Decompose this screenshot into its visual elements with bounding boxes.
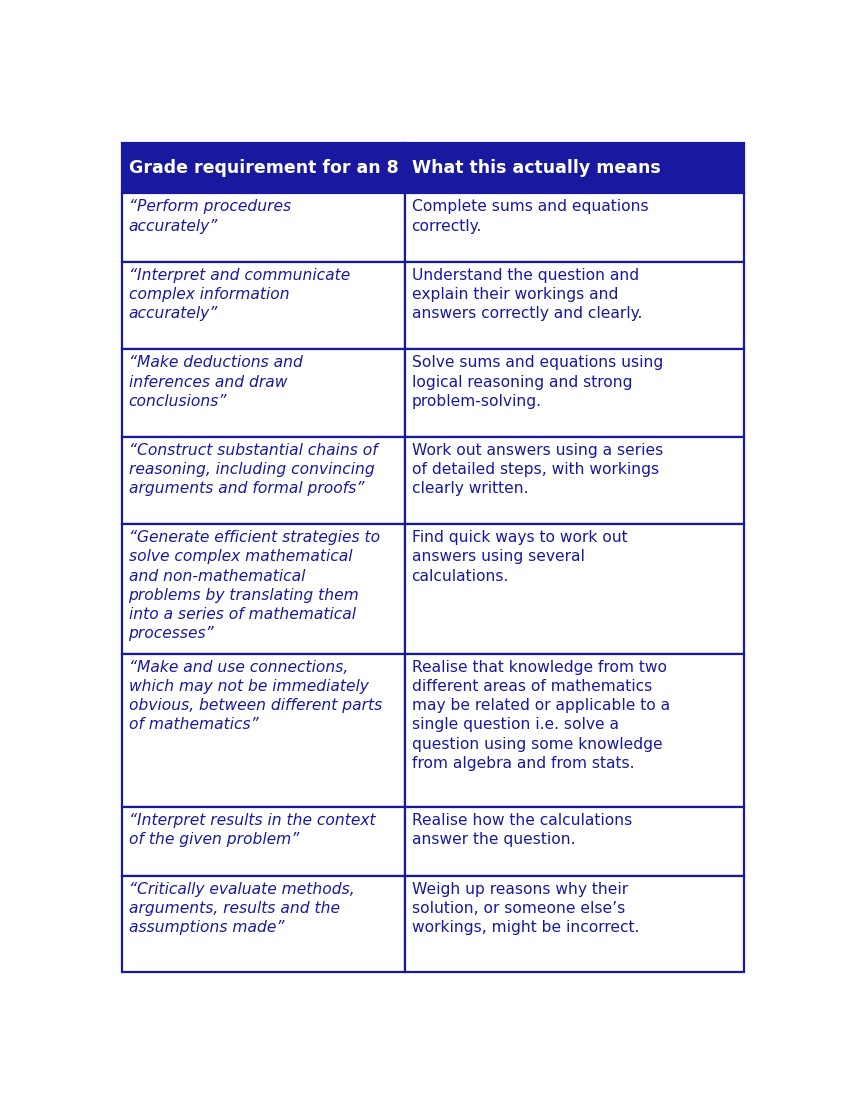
Bar (122, 193, 404, 262)
Bar (404, 437, 744, 524)
Text: “Critically evaluate methods,
arguments, results and the
assumptions made”: “Critically evaluate methods, arguments,… (128, 881, 354, 935)
Text: “Interpret results in the context
of the given problem”: “Interpret results in the context of the… (128, 813, 375, 847)
Text: What this actually means: What this actually means (411, 159, 659, 177)
Text: Realise how the calculations
answer the question.: Realise how the calculations answer the … (411, 813, 631, 847)
Text: Work out answers using a series
of detailed steps, with workings
clearly written: Work out answers using a series of detai… (411, 443, 662, 496)
Text: “Interpret and communicate
complex information
accurately”: “Interpret and communicate complex infor… (128, 268, 349, 321)
Text: Find quick ways to work out
answers using several
calculations.: Find quick ways to work out answers usin… (411, 530, 626, 584)
Bar (122, 349, 404, 437)
Text: Solve sums and equations using
logical reasoning and strong
problem-solving.: Solve sums and equations using logical r… (411, 355, 662, 408)
Text: Realise that knowledge from two
different areas of mathematics
may be related or: Realise that knowledge from two differen… (411, 660, 669, 771)
Text: Weigh up reasons why their
solution, or someone else’s
workings, might be incorr: Weigh up reasons why their solution, or … (411, 881, 638, 935)
Text: “Construct substantial chains of
reasoning, including convincing
arguments and f: “Construct substantial chains of reasoni… (128, 443, 377, 496)
Text: “Generate efficient strategies to
solve complex mathematical
and non-mathematica: “Generate efficient strategies to solve … (128, 530, 379, 641)
Bar (122, 807, 404, 875)
Bar (404, 524, 744, 654)
Text: “Make deductions and
inferences and draw
conclusions”: “Make deductions and inferences and draw… (128, 355, 302, 408)
Text: Grade requirement for an 8: Grade requirement for an 8 (128, 159, 398, 177)
Bar (122, 437, 404, 524)
Text: “Make and use connections,
which may not be immediately
obvious, between differe: “Make and use connections, which may not… (128, 660, 381, 732)
Bar (122, 524, 404, 654)
Bar (404, 807, 744, 875)
Bar (404, 142, 744, 193)
Bar (404, 875, 744, 973)
Bar (122, 142, 404, 193)
Bar (404, 654, 744, 807)
Text: Understand the question and
explain their workings and
answers correctly and cle: Understand the question and explain thei… (411, 268, 641, 321)
Bar (122, 875, 404, 973)
Bar (122, 262, 404, 349)
Bar (404, 349, 744, 437)
Bar (404, 262, 744, 349)
Bar (122, 654, 404, 807)
Text: “Perform procedures
accurately”: “Perform procedures accurately” (128, 200, 290, 234)
Bar (404, 193, 744, 262)
Text: Complete sums and equations
correctly.: Complete sums and equations correctly. (411, 200, 647, 234)
